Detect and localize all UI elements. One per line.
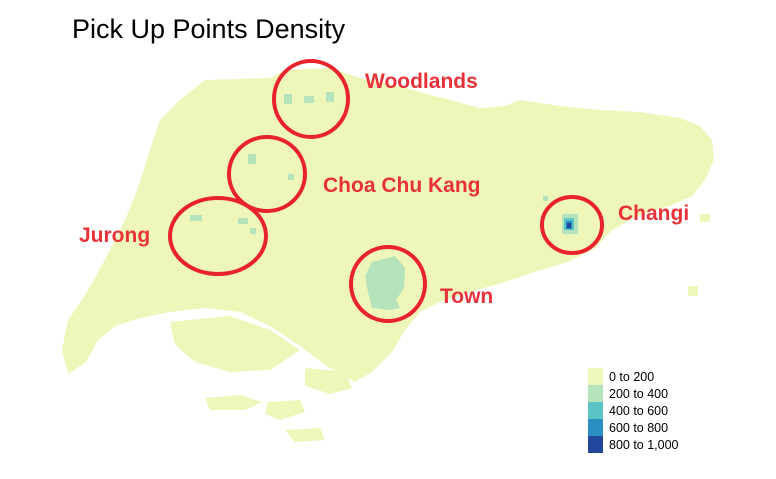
legend-item: 600 to 800	[588, 419, 679, 436]
sentosa-islet	[305, 368, 352, 394]
main-island	[62, 68, 714, 382]
legend-label: 0 to 200	[609, 369, 655, 384]
jurong-patch-3	[250, 228, 256, 234]
legend: 0 to 200 200 to 400 400 to 600 600 to 80…	[588, 368, 679, 453]
legend-item: 400 to 600	[588, 402, 679, 419]
legend-label: 400 to 600	[609, 403, 669, 418]
changi-circle	[540, 195, 604, 255]
legend-label: 800 to 1,000	[609, 437, 679, 452]
islet-3	[285, 428, 325, 442]
town-circle	[349, 245, 427, 323]
annotation-woodlands: Woodlands	[365, 70, 478, 93]
woodlands-patch-2	[304, 96, 314, 103]
legend-item: 0 to 200	[588, 368, 679, 385]
annotation-changi: Changi	[618, 202, 690, 225]
legend-swatch	[588, 402, 603, 419]
legend-swatch	[588, 436, 603, 453]
choa-chu-kang-circle	[227, 135, 307, 213]
town-patch	[365, 256, 405, 310]
jurong-patch-1	[190, 215, 202, 221]
cck-patch-2	[288, 174, 294, 180]
legend-swatch	[588, 419, 603, 436]
cck-patch-1	[248, 154, 256, 164]
legend-item: 200 to 400	[588, 385, 679, 402]
woodlands-patch-3	[326, 92, 334, 102]
legend-label: 600 to 800	[609, 420, 669, 435]
legend-swatch	[588, 368, 603, 385]
islet-1	[205, 395, 262, 410]
legend-item: 800 to 1,000	[588, 436, 679, 453]
map-title: Pick Up Points Density	[72, 14, 346, 44]
islet-2	[265, 400, 305, 420]
annotation-town: Town	[440, 285, 494, 308]
changi-patch-4	[567, 223, 571, 228]
legend-label: 200 to 400	[609, 386, 669, 401]
woodlands-circle	[272, 59, 350, 139]
changi-patch-5	[543, 196, 548, 201]
jurong-patch-2	[238, 218, 248, 224]
jurong-circle	[168, 196, 268, 276]
legend-swatch	[588, 385, 603, 402]
annotation-jurong: Jurong	[79, 224, 151, 247]
annotation-choa-chu-kang: Choa Chu Kang	[323, 174, 481, 197]
southern-islands	[170, 316, 300, 372]
islet-5	[700, 214, 710, 222]
pulau-ubin	[595, 140, 712, 170]
islet-4	[688, 286, 698, 296]
woodlands-patch-1	[284, 94, 292, 104]
